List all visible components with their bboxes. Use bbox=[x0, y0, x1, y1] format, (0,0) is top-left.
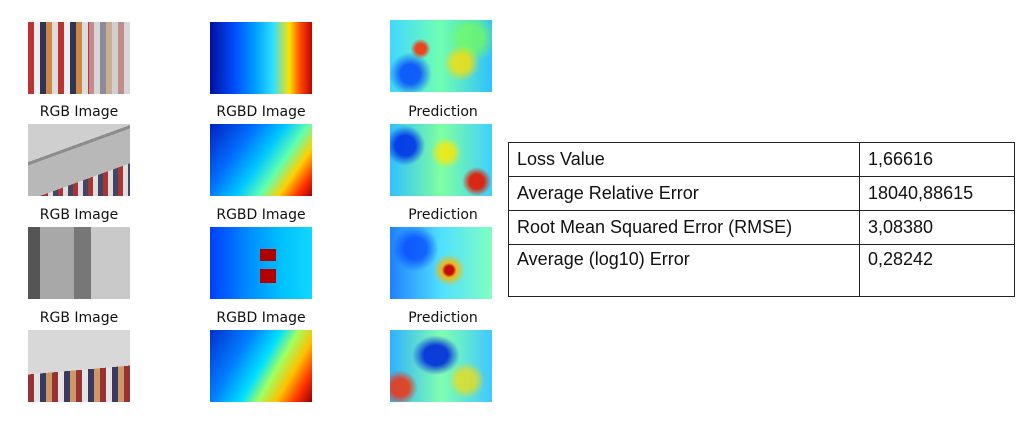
red-window-mark bbox=[260, 269, 276, 283]
metrics-row: Average (log10) Error 0,28242 bbox=[508, 244, 1015, 297]
rgb-image-thumbnail bbox=[28, 22, 130, 94]
rgbd-image-thumbnail bbox=[210, 22, 312, 94]
rgbd-image-thumbnail bbox=[210, 330, 312, 402]
prediction-thumbnail bbox=[390, 124, 492, 196]
prediction-caption: Prediction bbox=[408, 104, 478, 120]
prediction-thumbnail bbox=[390, 227, 492, 299]
rgbd-image-caption: RGBD Image bbox=[216, 207, 306, 223]
rgbd-image-thumbnail bbox=[210, 124, 312, 196]
rgb-image-thumbnail bbox=[28, 227, 130, 299]
metric-name: Average (log10) Error bbox=[508, 244, 860, 297]
rgb-image-caption: RGB Image bbox=[39, 207, 119, 223]
prediction-thumbnail bbox=[390, 20, 492, 92]
metric-value: 3,08380 bbox=[859, 210, 1015, 245]
rgb-image-thumbnail bbox=[28, 330, 130, 402]
prediction-caption: Prediction bbox=[408, 207, 478, 223]
rgbd-image-caption: RGBD Image bbox=[216, 104, 306, 120]
metrics-table: Loss Value 1,66616 Average Relative Erro… bbox=[508, 142, 1015, 297]
metrics-row: Loss Value 1,66616 bbox=[508, 142, 1015, 177]
rgb-image-caption: RGB Image bbox=[39, 104, 119, 120]
metrics-row: Average Relative Error 18040,88615 bbox=[508, 176, 1015, 211]
metric-name: Root Mean Squared Error (RMSE) bbox=[508, 210, 860, 245]
prediction-thumbnail bbox=[390, 330, 492, 402]
rgb-image-thumbnail bbox=[28, 124, 130, 196]
rgb-image-caption: RGB Image bbox=[39, 310, 119, 326]
rgbd-image-thumbnail bbox=[210, 227, 312, 299]
metrics-row: Root Mean Squared Error (RMSE) 3,08380 bbox=[508, 210, 1015, 245]
metric-name: Loss Value bbox=[508, 142, 860, 177]
metric-value: 18040,88615 bbox=[859, 176, 1015, 211]
red-window-mark bbox=[260, 249, 276, 261]
metric-value: 0,28242 bbox=[859, 244, 1015, 297]
metric-name: Average Relative Error bbox=[508, 176, 860, 211]
metric-value: 1,66616 bbox=[859, 142, 1015, 177]
prediction-caption: Prediction bbox=[408, 310, 478, 326]
rgbd-image-caption: RGBD Image bbox=[216, 310, 306, 326]
